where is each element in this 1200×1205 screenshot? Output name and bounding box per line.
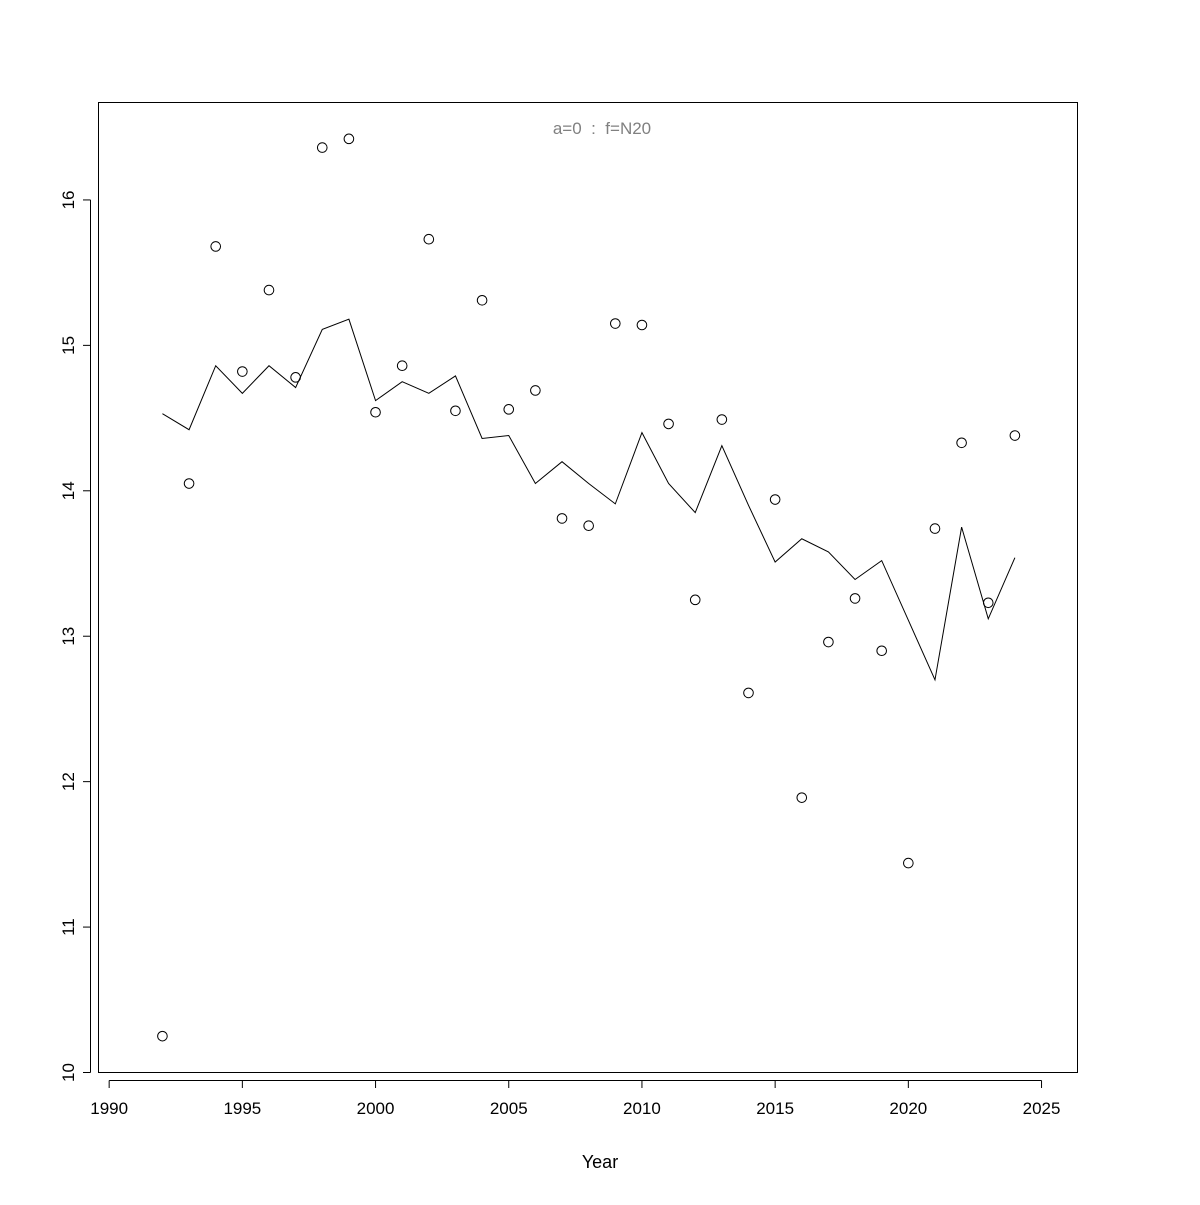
- data-point: [929, 523, 941, 534]
- y-tick-label: 13: [59, 627, 78, 646]
- x-tick-label: 2015: [756, 1099, 794, 1118]
- series-layer: [157, 133, 1021, 1042]
- data-point: [530, 385, 541, 396]
- x-tick-label: 2025: [1023, 1099, 1061, 1118]
- data-point: [610, 318, 621, 329]
- data-point: [636, 319, 648, 331]
- data-point: [583, 520, 594, 531]
- data-point: [849, 593, 861, 604]
- data-point: [876, 645, 888, 657]
- x-tick-label: 1995: [223, 1099, 261, 1118]
- data-point: [716, 414, 728, 425]
- x-tick-label: 2005: [490, 1099, 528, 1118]
- data-point: [450, 405, 461, 417]
- y-tick-label: 11: [59, 918, 78, 936]
- fitted-line: [162, 318, 1016, 682]
- y-axis: 10 11 12 13 14 15 16: [59, 190, 91, 1082]
- x-tick-label: 2010: [623, 1099, 661, 1118]
- x-axis-label: Year: [582, 1152, 618, 1172]
- y-tick-label: 14: [59, 481, 78, 500]
- data-point: [343, 133, 355, 145]
- data-point: [823, 636, 834, 648]
- x-tick-label: 2000: [357, 1099, 395, 1118]
- y-tick-label: 15: [59, 336, 78, 355]
- data-point: [743, 687, 754, 699]
- data-point: [316, 142, 328, 153]
- data-point: [956, 437, 967, 449]
- x-tick-label: 1990: [90, 1099, 128, 1118]
- data-point: [210, 241, 222, 252]
- data-point: [370, 406, 381, 418]
- data-point: [689, 594, 701, 606]
- y-tick-label: 10: [59, 1063, 78, 1082]
- x-tick-label: 2020: [889, 1099, 927, 1118]
- x-axis: 1990 1995 2000 2005 2010 2015 2020 2025: [90, 1080, 1061, 1118]
- data-point: [556, 513, 568, 524]
- data-point: [769, 494, 781, 505]
- data-point: [183, 478, 195, 489]
- plot-box: [98, 102, 1078, 1073]
- data-point: [476, 294, 488, 306]
- y-tick-label: 16: [59, 190, 78, 209]
- data-point: [396, 360, 408, 372]
- data-point: [503, 404, 515, 415]
- data-point: [157, 1030, 168, 1042]
- data-point: [796, 792, 808, 803]
- data-point: [423, 233, 435, 245]
- data-point: [903, 857, 914, 869]
- chart-title: a=0 : f=N20: [553, 119, 651, 138]
- data-point: [263, 284, 275, 296]
- y-tick-label: 12: [59, 772, 78, 791]
- data-point: [663, 418, 674, 430]
- data-point: [1009, 430, 1021, 441]
- data-point: [237, 366, 248, 377]
